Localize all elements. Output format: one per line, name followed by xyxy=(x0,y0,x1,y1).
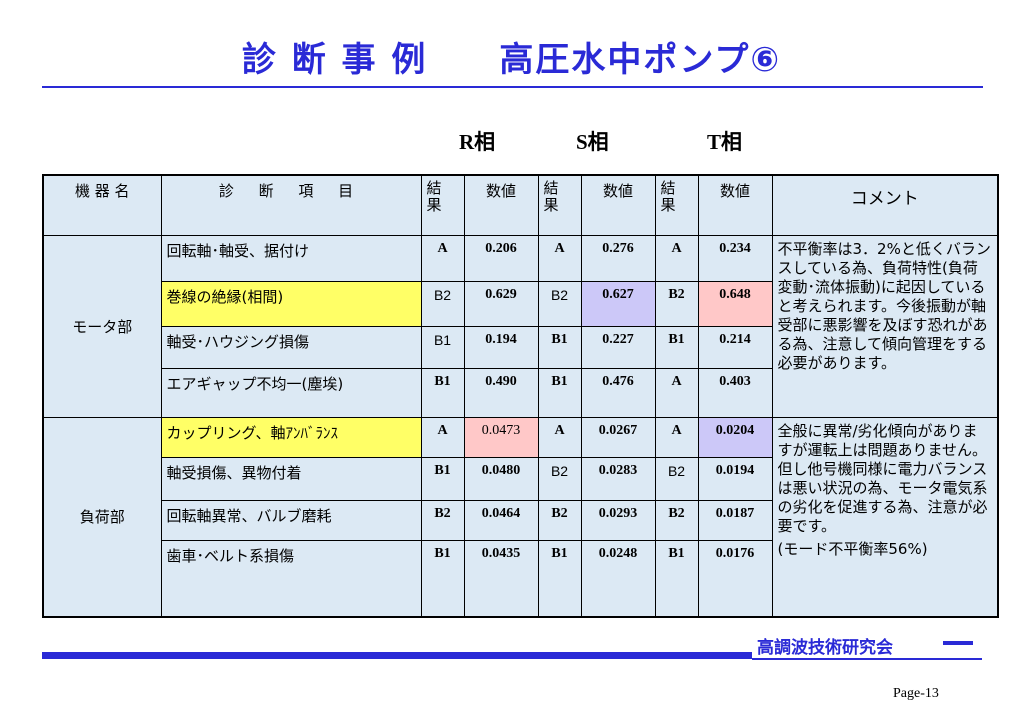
footer-rule-thick xyxy=(42,652,752,659)
t-value: 0.0187 xyxy=(697,499,773,541)
table-row: エアギャップ不均一(塵埃) B1 0.490 B1 0.476 A 0.403 xyxy=(43,367,998,418)
comment-load-text: 全般に異常/劣化傾向がありますが運転上は問題ありません。但し他号機同様に電力バラ… xyxy=(777,421,988,535)
t-value: 0.403 xyxy=(697,367,773,418)
s-value: 0.0248 xyxy=(580,539,656,618)
page-title: 診 断 事 例 高圧水中ポンプ⑥ xyxy=(241,40,782,80)
r-value: 0.194 xyxy=(463,325,539,369)
diag-item: 軸受損傷、異物付着 xyxy=(160,456,422,501)
footer-dash xyxy=(943,641,973,645)
diag-item: エアギャップ不均一(塵埃) xyxy=(160,367,422,418)
t-result: A xyxy=(654,234,699,282)
t-value: 0.0204 xyxy=(697,416,773,458)
diagnosis-table: 機 器 名 診 断 項 目 結 果 数値 結 果 数値 結 果 数値 コメント … xyxy=(42,174,999,618)
header-s-result: 結 果 xyxy=(537,174,582,236)
t-value: 0.214 xyxy=(697,325,773,369)
s-result: A xyxy=(537,234,582,282)
table-row: 巻線の絶縁(相間) B2 0.629 B2 0.627 B2 0.648 xyxy=(43,280,998,327)
page-number: Page-13 xyxy=(893,686,939,701)
s-result: B2 xyxy=(537,499,582,541)
comment-motor: 不平衡率は3．2%と低くバランスしている為、負荷特性(負荷変動･流体振動)に起因… xyxy=(771,234,999,418)
footer-rule-thin xyxy=(752,658,982,660)
diag-item: 回転軸･軸受、据付け xyxy=(160,234,422,282)
t-value: 0.648 xyxy=(697,280,773,327)
comment-load: 全般に異常/劣化傾向がありますが運転上は問題ありません。但し他号機同様に電力バラ… xyxy=(771,416,999,618)
r-value: 0.0435 xyxy=(463,539,539,618)
t-result: A xyxy=(654,367,699,418)
table-row: モータ部 回転軸･軸受、据付け A 0.206 A 0.276 A 0.234 … xyxy=(42,234,999,418)
comment-load-imbalance: (モード不平衡率56%) xyxy=(777,539,928,558)
r-value: 0.0464 xyxy=(463,499,539,541)
s-result: B2 xyxy=(537,456,582,501)
r-result: A xyxy=(420,234,465,282)
s-value: 0.0283 xyxy=(580,456,656,501)
table-row: 回転軸異常、バルブ磨耗 B2 0.0464 B2 0.0293 B2 0.018… xyxy=(43,499,998,541)
s-result: A xyxy=(537,416,582,458)
t-result: B2 xyxy=(654,456,699,501)
title-underline xyxy=(42,86,983,88)
t-value: 0.0194 xyxy=(697,456,773,501)
header-t-value: 数値 xyxy=(697,174,773,236)
phase-t-label: T相 xyxy=(707,130,743,154)
t-result: B1 xyxy=(654,325,699,369)
phase-s-label: S相 xyxy=(576,130,609,154)
r-result: B2 xyxy=(420,499,465,541)
t-result: A xyxy=(654,416,699,458)
r-result: B1 xyxy=(420,325,465,369)
s-value: 0.476 xyxy=(580,367,656,418)
group-name-load: 負荷部 xyxy=(42,416,162,618)
s-result: B2 xyxy=(537,280,582,327)
header-row: 機 器 名 診 断 項 目 結 果 数値 結 果 数値 結 果 数値 コメント xyxy=(42,174,999,236)
t-result: B1 xyxy=(654,539,699,618)
header-comment: コメント xyxy=(771,174,999,236)
group-name-motor: モータ部 xyxy=(42,234,162,418)
table-row: 歯車･ベルト系損傷 B1 0.0435 B1 0.0248 B1 0.0176 xyxy=(43,539,998,618)
header-t-result: 結 果 xyxy=(654,174,699,236)
s-result: B1 xyxy=(537,367,582,418)
s-value: 0.627 xyxy=(580,280,656,327)
r-value: 0.206 xyxy=(463,234,539,282)
t-value: 0.234 xyxy=(697,234,773,282)
s-value: 0.227 xyxy=(580,325,656,369)
header-item: 診 断 項 目 xyxy=(160,174,422,236)
s-result: B1 xyxy=(537,539,582,618)
s-value: 0.0293 xyxy=(580,499,656,541)
r-result: A xyxy=(420,416,465,458)
diag-item: カップリング、軸ｱﾝﾊﾞﾗﾝｽ xyxy=(160,416,422,458)
s-result: B1 xyxy=(537,325,582,369)
s-value: 0.276 xyxy=(580,234,656,282)
t-value: 0.0176 xyxy=(697,539,773,618)
r-result: B1 xyxy=(420,367,465,418)
header-r-value: 数値 xyxy=(463,174,539,236)
s-value: 0.0267 xyxy=(580,416,656,458)
diag-item: 巻線の絶縁(相間) xyxy=(160,280,422,327)
t-result: B2 xyxy=(654,499,699,541)
r-value: 0.0473 xyxy=(463,416,539,458)
r-result: B2 xyxy=(420,280,465,327)
r-result: B1 xyxy=(420,456,465,501)
footer-organization: 高調波技術研究会 xyxy=(757,638,893,658)
r-value: 0.0480 xyxy=(463,456,539,501)
table-row: 軸受･ハウジング損傷 B1 0.194 B1 0.227 B1 0.214 xyxy=(43,325,998,369)
header-s-value: 数値 xyxy=(580,174,656,236)
t-result: B2 xyxy=(654,280,699,327)
table-row: 負荷部 カップリング、軸ｱﾝﾊﾞﾗﾝｽ A 0.0473 A 0.0267 A … xyxy=(42,416,999,618)
r-value: 0.629 xyxy=(463,280,539,327)
r-result: B1 xyxy=(420,539,465,618)
r-value: 0.490 xyxy=(463,367,539,418)
table-row: 軸受損傷、異物付着 B1 0.0480 B2 0.0283 B2 0.0194 xyxy=(43,456,998,501)
diag-item: 回転軸異常、バルブ磨耗 xyxy=(160,499,422,541)
diag-item: 歯車･ベルト系損傷 xyxy=(160,539,422,618)
diag-item: 軸受･ハウジング損傷 xyxy=(160,325,422,369)
header-device: 機 器 名 xyxy=(42,174,162,236)
header-r-result: 結 果 xyxy=(420,174,465,236)
phase-r-label: R相 xyxy=(459,130,496,154)
